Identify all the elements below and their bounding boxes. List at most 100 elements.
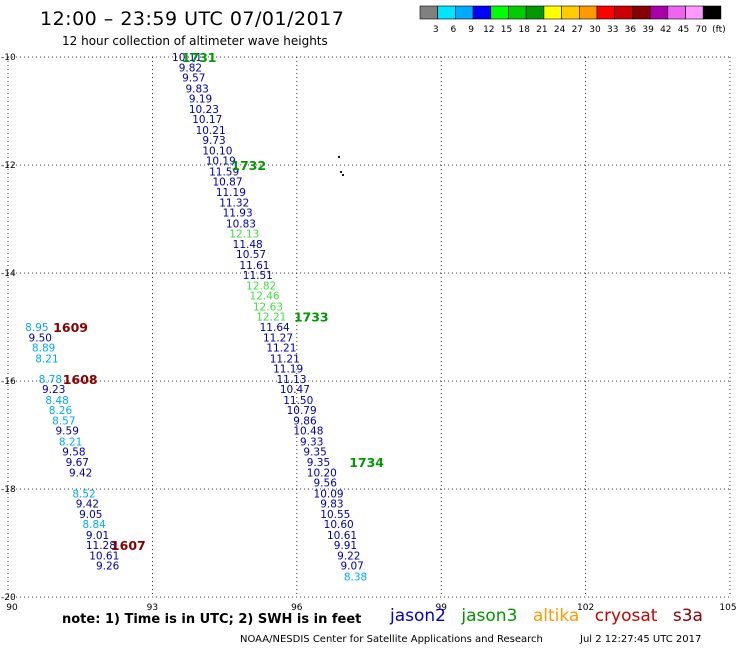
wave-height-value: 9.91 xyxy=(334,540,357,552)
wave-height-value: 8.38 xyxy=(344,571,367,583)
x-tick-label: 99 xyxy=(435,603,447,610)
wave-height-value: 9.01 xyxy=(86,530,109,542)
legend-label: 27 xyxy=(572,25,583,35)
pass-time-label: 1608 xyxy=(63,372,98,387)
wave-height-value: 10.09 xyxy=(314,488,344,500)
y-tick-label: -10 xyxy=(1,53,16,63)
wave-height-value: 10.61 xyxy=(327,530,357,542)
wave-height-value: 11.61 xyxy=(239,260,269,272)
pass-time-label: 1607 xyxy=(111,538,146,553)
wave-height-value: 10.79 xyxy=(287,405,317,417)
satellite-s3a: s3a xyxy=(672,606,703,626)
wave-height-value: 9.23 xyxy=(42,384,65,396)
footnote: note: 1) Time is in UTC; 2) SWH is in fe… xyxy=(62,612,362,627)
wave-height-value: 11.93 xyxy=(223,208,253,220)
wave-height-value: 11.51 xyxy=(243,270,273,282)
x-tick-label: 90 xyxy=(6,603,18,610)
pass-time-label: 1731 xyxy=(182,50,217,65)
x-tick-label: 102 xyxy=(577,603,594,610)
y-tick-label: -20 xyxy=(1,593,16,603)
x-tick-label: 96 xyxy=(291,603,303,610)
wave-height-value: 8.48 xyxy=(45,395,68,407)
y-tick-label: -12 xyxy=(1,161,16,171)
legend-label: 6 xyxy=(451,25,457,35)
satellite-legend: jason2 jason3 altika cryosat s3a xyxy=(390,606,713,626)
wave-height-value: 9.67 xyxy=(66,457,89,469)
wave-height-value: 10.87 xyxy=(212,177,242,189)
wave-height-value: 8.21 xyxy=(59,436,82,448)
page-subtitle: 12 hour collection of altimeter wave hei… xyxy=(62,34,328,48)
wave-height-value: 11.64 xyxy=(260,322,290,334)
pass-time-label: 1733 xyxy=(294,310,329,325)
legend-label: 36 xyxy=(625,25,637,35)
wave-height-value: 11.59 xyxy=(209,166,239,178)
wave-height-value: 8.89 xyxy=(32,343,55,355)
wave-height-value: 8.52 xyxy=(72,488,95,500)
wave-height-value: 10.48 xyxy=(293,426,323,438)
y-tick-label: -14 xyxy=(1,269,16,279)
wave-height-value: 9.56 xyxy=(314,478,338,490)
wave-height-value: 11.19 xyxy=(273,364,303,376)
wave-height-value: 10.11 xyxy=(172,52,202,64)
wave-height-value: 9.50 xyxy=(29,332,52,344)
color-legend: 3 6 9 12 15 18 21 24 27 30 33 36 39 42 45 70 (ft) xyxy=(419,5,726,35)
x-tick-label: 105 xyxy=(719,603,736,610)
wave-height-value: 9.42 xyxy=(76,499,99,511)
pass-time-label: 1734 xyxy=(349,455,384,470)
wave-height-value: 10.47 xyxy=(280,384,310,396)
pass-time-label: 1732 xyxy=(231,158,266,173)
legend-label: 30 xyxy=(589,25,601,35)
wave-height-value: 9.73 xyxy=(202,135,225,147)
legend-label: 15 xyxy=(501,25,512,35)
wave-height-value: 9.82 xyxy=(179,62,202,74)
wave-height-value: 9.05 xyxy=(79,509,102,521)
wave-height-value: 12.82 xyxy=(246,280,276,292)
legend-label: 9 xyxy=(468,25,474,35)
satellite-jason3: jason3 xyxy=(461,606,518,626)
wave-height-value: 10.61 xyxy=(89,550,119,562)
legend-label: 12 xyxy=(483,25,494,35)
satellite-jason2: jason2 xyxy=(390,606,446,626)
wave-height-value: 8.26 xyxy=(49,405,73,417)
wave-height-value: 9.83 xyxy=(185,83,208,95)
legend-swatch xyxy=(702,5,722,20)
wave-height-value: 12.63 xyxy=(253,301,283,313)
satellite-cryosat: cryosat xyxy=(594,606,658,626)
wave-height-value: 10.10 xyxy=(202,145,232,157)
wave-height-value: 10.20 xyxy=(307,467,337,479)
credit-line: NOAA/NESDIS Center for Satellite Applica… xyxy=(240,634,543,645)
wave-height-value: 9.35 xyxy=(307,457,330,469)
island-dot xyxy=(341,173,345,177)
wave-height-value: 11.21 xyxy=(266,343,296,355)
wave-height-value: 8.84 xyxy=(82,519,106,531)
legend-label: 45 xyxy=(678,25,689,35)
wave-height-value: 10.60 xyxy=(324,519,354,531)
wave-height-value: 10.83 xyxy=(226,218,256,230)
wave-height-value: 9.59 xyxy=(56,426,79,438)
wave-height-value: 12.21 xyxy=(256,312,286,324)
wave-height-value: 9.22 xyxy=(337,550,360,562)
wave-height-value: 9.58 xyxy=(62,447,85,459)
wave-height-value: 11.28 xyxy=(86,540,116,552)
pass-time-label: 1609 xyxy=(53,320,88,335)
legend-label: 70 xyxy=(695,25,707,35)
wave-height-value: 8.57 xyxy=(52,415,75,427)
legend-label: 42 xyxy=(660,25,671,35)
legend-label: 24 xyxy=(554,25,566,35)
wave-height-value: 9.26 xyxy=(96,561,120,573)
wave-height-value: 9.83 xyxy=(320,499,343,511)
y-tick-label: -16 xyxy=(1,377,16,387)
wave-height-value: 10.17 xyxy=(192,114,222,126)
wave-height-value: 9.33 xyxy=(300,436,323,448)
wave-height-value: 10.21 xyxy=(196,125,226,137)
wave-height-value: 11.21 xyxy=(270,353,300,365)
wave-height-value: 9.35 xyxy=(303,447,326,459)
wave-height-value: 11.50 xyxy=(283,395,313,407)
legend-label: 18 xyxy=(518,25,530,35)
wave-height-value: 10.55 xyxy=(320,509,350,521)
wave-height-value: 11.19 xyxy=(216,187,246,199)
legend-label: 39 xyxy=(642,25,654,35)
wave-height-value: 9.07 xyxy=(340,561,363,573)
wave-height-value: 8.78 xyxy=(39,374,62,386)
island-dot xyxy=(337,155,341,159)
